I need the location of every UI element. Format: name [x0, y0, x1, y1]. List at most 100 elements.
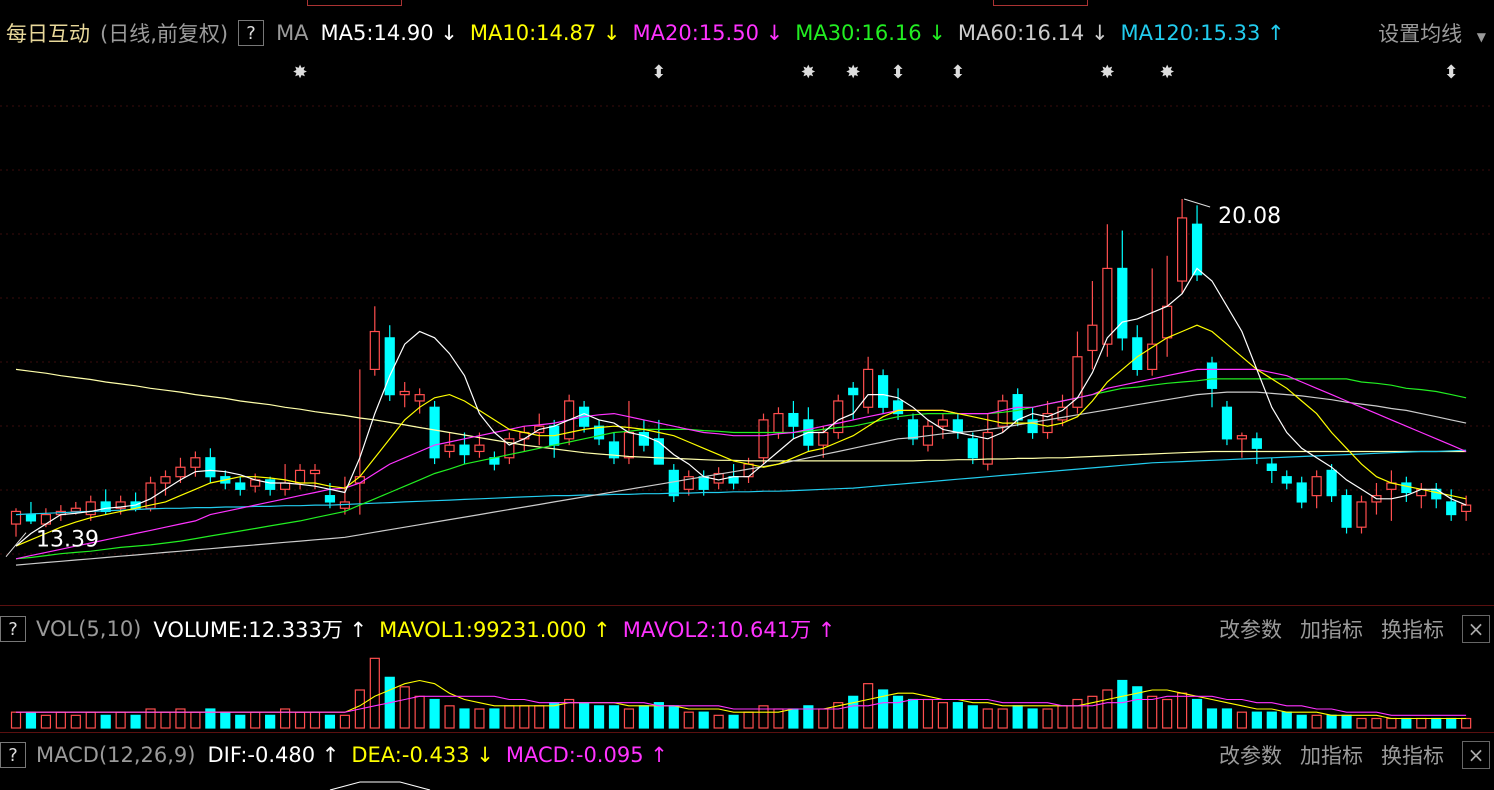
candle[interactable] — [1341, 495, 1352, 528]
volume-bar[interactable] — [1176, 692, 1188, 729]
vol-switch-indicator-button[interactable]: 换指标 — [1381, 618, 1444, 642]
volume-bar[interactable] — [1221, 708, 1233, 729]
volume-bar[interactable] — [25, 711, 37, 729]
volume-bar[interactable] — [1356, 717, 1367, 729]
volume-bar[interactable] — [1147, 695, 1158, 729]
volume-bar[interactable] — [833, 702, 844, 729]
volume-bar[interactable] — [1296, 714, 1307, 729]
volume-bar[interactable] — [952, 702, 963, 729]
volume-bar[interactable] — [489, 708, 500, 729]
candle[interactable] — [384, 337, 395, 396]
candle[interactable] — [115, 501, 126, 509]
candle[interactable] — [907, 419, 919, 440]
volume-bar[interactable] — [818, 708, 829, 729]
volume-bar[interactable] — [280, 708, 291, 729]
volume-bar[interactable] — [474, 708, 485, 729]
vol-edit-params-button[interactable]: 改参数 — [1219, 618, 1282, 642]
volume-bar[interactable] — [145, 708, 156, 729]
candle[interactable] — [593, 425, 605, 440]
volume-bar[interactable] — [324, 714, 336, 729]
candle[interactable] — [967, 438, 978, 459]
candle[interactable] — [160, 476, 171, 484]
volume-bar[interactable] — [922, 698, 934, 729]
event-star-icon[interactable]: ✸ — [1100, 62, 1115, 83]
candle[interactable] — [1027, 419, 1038, 434]
candle[interactable] — [354, 476, 365, 484]
volume-bar[interactable] — [683, 711, 694, 729]
volume-bar[interactable] — [1042, 708, 1053, 729]
candle[interactable] — [698, 476, 709, 490]
candle[interactable] — [100, 501, 111, 513]
volume-bar[interactable] — [220, 711, 231, 729]
candle[interactable] — [937, 419, 949, 427]
candle[interactable] — [459, 444, 470, 456]
candle[interactable] — [294, 469, 306, 484]
candle[interactable] — [848, 387, 859, 396]
volume-bar[interactable] — [1087, 695, 1098, 729]
volume-bar[interactable] — [265, 714, 276, 729]
candle[interactable] — [818, 431, 829, 446]
volume-bar[interactable] — [937, 702, 949, 729]
candle[interactable] — [1087, 324, 1098, 352]
volume-bar[interactable] — [1132, 686, 1143, 729]
candle[interactable] — [175, 466, 186, 478]
volume-bar[interactable] — [1057, 705, 1068, 729]
macd-close-button[interactable]: × — [1462, 741, 1490, 769]
candle[interactable] — [1296, 482, 1307, 503]
volume-bar[interactable] — [504, 705, 515, 729]
candle[interactable] — [70, 507, 81, 513]
volume-bar[interactable] — [369, 657, 380, 729]
macd-edit-params-button[interactable]: 改参数 — [1219, 744, 1282, 768]
candle[interactable] — [1236, 435, 1248, 440]
candle[interactable] — [1221, 406, 1233, 440]
event-arrow-icon[interactable]: ⬍ — [651, 62, 666, 83]
volume-bar[interactable] — [1401, 717, 1412, 729]
volume-bar[interactable] — [848, 695, 859, 729]
candle[interactable] — [1326, 469, 1337, 497]
candle[interactable] — [1147, 343, 1158, 371]
volume-bar[interactable] — [414, 695, 425, 729]
candle[interactable] — [414, 394, 425, 402]
candle[interactable] — [444, 444, 455, 453]
candle[interactable] — [474, 444, 485, 453]
volume-bar[interactable] — [1162, 698, 1173, 729]
candle[interactable] — [1461, 504, 1472, 513]
volume-bar[interactable] — [743, 711, 754, 729]
volume-bar[interactable] — [593, 705, 605, 729]
candle[interactable] — [1102, 267, 1113, 345]
candle[interactable] — [833, 400, 844, 434]
volume-bar[interactable] — [1281, 711, 1292, 729]
candle[interactable] — [190, 457, 201, 468]
volume-bar[interactable] — [70, 714, 81, 729]
vol-close-button[interactable]: × — [1462, 615, 1490, 643]
macd-add-indicator-button[interactable]: 加指标 — [1300, 744, 1363, 768]
volume-bar[interactable] — [235, 714, 246, 729]
event-arrow-icon[interactable]: ⬍ — [891, 62, 906, 83]
volume-bar[interactable] — [190, 711, 201, 729]
candle[interactable] — [1281, 476, 1292, 484]
candle[interactable] — [369, 330, 380, 371]
candle[interactable] — [1132, 337, 1143, 371]
volume-bar[interactable] — [1266, 711, 1277, 729]
event-arrow-icon[interactable]: ⬍ — [950, 62, 965, 83]
volume-bar[interactable] — [623, 708, 635, 729]
candle[interactable] — [265, 479, 276, 490]
candle[interactable] — [1042, 412, 1053, 434]
volume-bar[interactable] — [205, 708, 216, 729]
candle[interactable] — [638, 431, 650, 446]
volume-bar[interactable] — [115, 711, 126, 729]
candle[interactable] — [683, 476, 694, 490]
candle[interactable] — [1057, 406, 1068, 421]
volume-bar[interactable] — [997, 708, 1008, 729]
volume-bar[interactable] — [907, 698, 919, 729]
candle[interactable] — [25, 513, 37, 522]
candle[interactable] — [1311, 476, 1322, 497]
volume-bar[interactable] — [429, 698, 440, 729]
volume-bar[interactable] — [160, 711, 171, 729]
volume-bar[interactable] — [1446, 717, 1457, 729]
volume-bar[interactable] — [130, 714, 141, 729]
candle[interactable] — [429, 406, 440, 459]
volume-bar[interactable] — [175, 708, 186, 729]
candle[interactable] — [1191, 223, 1203, 276]
help-button[interactable]: ? — [238, 20, 265, 46]
